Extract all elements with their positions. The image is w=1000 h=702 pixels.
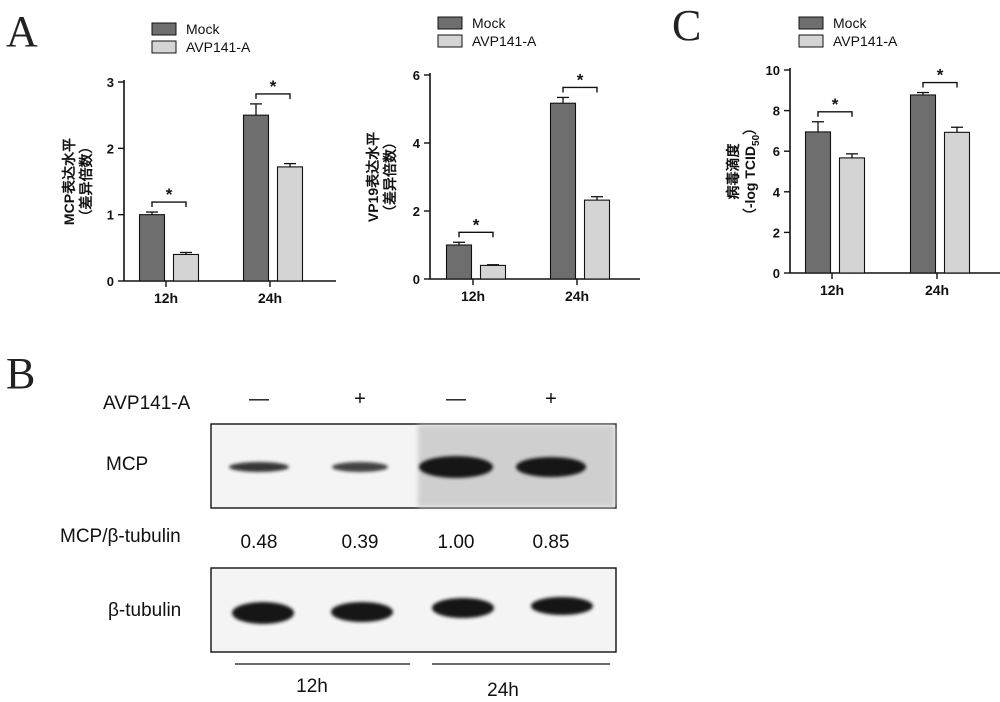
y-axis-title-line1: VP19表达水平	[365, 132, 381, 222]
bar-avp141a-24h	[278, 167, 303, 281]
mcp-band-lane-1	[229, 462, 289, 472]
ratio-row-label: MCP/β-tubulin	[60, 526, 181, 547]
mcp-band-lane-3	[419, 456, 493, 478]
y-tick-label: 2	[413, 204, 420, 219]
bar-charts: 012312h24h**MockAVP141-AMCP表达水平（差异倍数）024…	[61, 15, 1000, 306]
y-axis-title-line2: （差异倍数）	[382, 135, 398, 219]
bar-mock-12h	[447, 245, 472, 279]
significance-star: *	[473, 215, 480, 234]
y-tick-label: 2	[773, 225, 780, 240]
y-tick-label: 4	[773, 185, 781, 200]
y-axis-title-line2: （-log TCID	[742, 146, 758, 222]
mcp-row-label: MCP	[106, 454, 148, 475]
x-tick-label: 24h	[565, 288, 589, 304]
y-tick-label: 1	[107, 208, 114, 223]
legend-swatch	[438, 17, 462, 29]
legend-label: Mock	[472, 15, 506, 31]
time-group-label: 12h	[296, 676, 328, 697]
y-tick-label: 6	[773, 144, 780, 159]
y-tick-label: 2	[107, 141, 114, 156]
bar-avp141a-12h	[840, 158, 865, 273]
bar-avp141a-12h	[174, 254, 199, 281]
y-tick-label: 0	[773, 266, 780, 281]
ratio-value: 1.00	[438, 532, 475, 553]
y-axis-title-line2: （差异倍数）	[78, 140, 94, 224]
bar-mock-24h	[551, 103, 576, 279]
x-tick-label: 24h	[258, 290, 282, 306]
y-tick-label: 4	[413, 136, 421, 151]
legend-label: Mock	[186, 21, 220, 37]
treatment-sign: +	[545, 388, 557, 410]
western-blot-panel: AVP141-A — + — + MCP MCP/β-tubulin 0.48 0.39 1.00…	[60, 388, 616, 701]
significance-star: *	[937, 66, 944, 85]
significance-star: *	[577, 70, 584, 89]
legend-swatch	[799, 35, 823, 47]
legend-swatch	[152, 41, 176, 53]
treatment-sign: —	[446, 388, 466, 410]
bar-chart-3: 0 2 4 6 8 10 12h 24h * * Mock AVP141-A 病毒滴度（-log TCI…	[725, 15, 1000, 298]
y-axis-title: MCP表达水平（差异倍数）	[61, 138, 94, 225]
mcp-band-lane-4	[516, 457, 586, 477]
significance-star: *	[832, 95, 839, 114]
mcp-band-lane-2	[332, 462, 388, 472]
y-tick-label: 8	[773, 104, 780, 119]
tubulin-band-lane-3	[432, 598, 494, 618]
y-axis-title-close: ）	[742, 121, 758, 135]
treatment-sign: —	[249, 388, 269, 410]
time-group-label: 24h	[487, 680, 519, 701]
x-tick-label: 12h	[820, 282, 844, 298]
y-tick-label: 10	[766, 63, 780, 78]
tubulin-row-label: β-tubulin	[108, 600, 181, 621]
tubulin-band-lane-4	[531, 597, 593, 615]
treatment-label: AVP141-A	[103, 393, 191, 414]
legend-label: AVP141-A	[833, 33, 898, 49]
x-tick-label: 12h	[461, 288, 485, 304]
y-axis-title: 病毒滴度（-log TCID50）	[725, 121, 762, 222]
y-tick-label: 6	[413, 68, 420, 83]
legend-swatch	[438, 35, 462, 47]
y-tick-label: 0	[107, 274, 114, 289]
x-tick-label: 12h	[154, 290, 178, 306]
bar-avp141a-12h	[481, 265, 506, 279]
significance-star: *	[166, 185, 173, 204]
bar-mock-24h	[911, 95, 936, 273]
bar-chart-1: 0 1 2 3 12h 24h * * Mock AVP141-A MCP表达水平（差异倍数）	[61, 21, 336, 306]
bar-mock-12h	[140, 215, 165, 281]
legend-label: Mock	[833, 15, 867, 31]
treatment-sign: +	[354, 388, 366, 410]
bar-avp141a-24h	[945, 132, 970, 273]
x-tick-label: 24h	[925, 282, 949, 298]
bar-mock-12h	[806, 132, 831, 273]
tubulin-band-lane-1	[232, 602, 294, 624]
bar-mock-24h	[244, 115, 269, 281]
tubulin-band-lane-2	[331, 602, 393, 622]
bar-avp141a-24h	[585, 200, 610, 279]
significance-star: *	[270, 77, 277, 96]
ratio-value: 0.85	[533, 532, 570, 553]
legend-label: AVP141-A	[472, 33, 537, 49]
y-tick-label: 3	[107, 75, 114, 90]
legend-label: AVP141-A	[186, 39, 251, 55]
ratio-value: 0.39	[342, 532, 379, 553]
legend-swatch	[152, 23, 176, 35]
y-axis-title-line1: 病毒滴度	[725, 143, 741, 200]
y-axis-title-line1: MCP表达水平	[61, 138, 77, 225]
y-axis-title: VP19表达水平（差异倍数）	[365, 132, 398, 222]
y-axis-title-subscript: 50	[751, 134, 762, 146]
bar-chart-2: 0 2 4 6 12h 24h * * Mock AVP141-A VP19表达水平（差异倍数）	[365, 15, 640, 304]
y-tick-label: 0	[413, 272, 420, 287]
legend-swatch	[799, 17, 823, 29]
ratio-value: 0.48	[241, 532, 278, 553]
